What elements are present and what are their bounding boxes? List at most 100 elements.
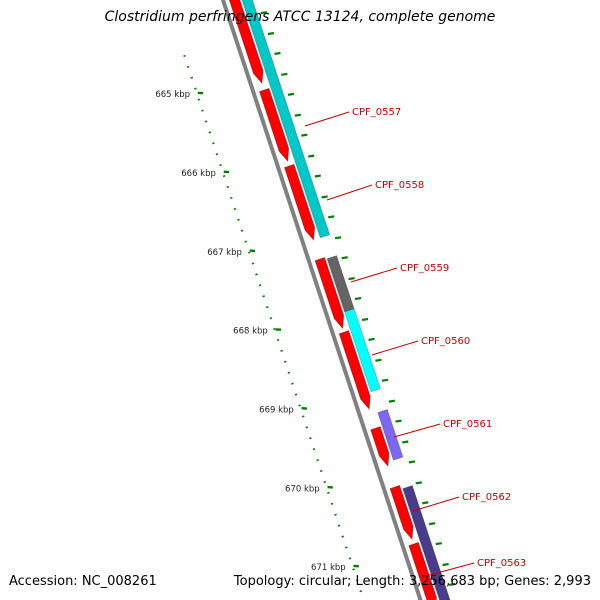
gene-band-cyan (241, 0, 331, 239)
ruler-dot (337, 524, 341, 527)
ruler-tick-label: 668 kbp (233, 327, 268, 337)
gene-leader-line (371, 340, 419, 356)
ruler-dot (215, 153, 219, 156)
ruler-dot (359, 590, 363, 593)
feature-marker (381, 378, 389, 382)
ruler-dot (348, 557, 352, 560)
ruler-dot (212, 142, 215, 145)
ruler-dot (273, 327, 276, 331)
cds-arrow (258, 87, 290, 163)
ruler-tick-label: 669 kbp (259, 406, 294, 416)
ruler-tick-label: 671 kbp (311, 563, 346, 573)
feature-marker (321, 195, 328, 199)
ruler-ticks: 665 kbp 666 kbp 667 kbp 668 kbp 669 kbp 670 k… (155, 90, 359, 573)
ruler-dot (269, 317, 273, 320)
ruler-dot (183, 54, 186, 58)
backbone-line (220, 0, 423, 600)
ruler-dot (355, 579, 359, 582)
ruler-dot (190, 76, 194, 79)
gene-label: CPF_0557 (352, 107, 401, 118)
ruler-dot (352, 568, 355, 571)
feature-marker (449, 582, 456, 587)
ruler-tick-label: 667 kbp (207, 248, 242, 258)
features (228, 0, 456, 600)
ruler-dot (201, 109, 204, 112)
accession-text: Accession: NC_008261 (9, 574, 157, 589)
ruler-dot (305, 426, 309, 429)
ruler-dot (237, 218, 240, 221)
ruler-dot (345, 546, 348, 549)
cds-arrow (370, 426, 390, 468)
feature-marker (368, 337, 375, 341)
feature-marker (294, 113, 301, 117)
ruler-dot (233, 207, 237, 210)
ruler-dot (323, 480, 327, 484)
ruler-dot (312, 448, 316, 451)
feature-marker (281, 72, 288, 76)
map-title: Clostridium perfringens ATCC 13124, comp… (104, 9, 496, 25)
ruler-tick-label: 670 kbp (285, 484, 320, 494)
gene-label: CPF_0562 (462, 492, 511, 503)
feature-marker (308, 154, 315, 158)
ruler-dot (197, 98, 201, 101)
ruler-dot (309, 437, 312, 440)
ruler-dot (327, 491, 330, 494)
feature-marker (395, 419, 402, 423)
gene-band-bright-cyan (344, 308, 381, 393)
ruler-tick-label: 665 kbp (155, 90, 190, 100)
feature-marker (341, 256, 348, 260)
ruler-dot (301, 415, 305, 418)
gene-label: CPF_0559 (400, 263, 449, 274)
feature-marker (287, 92, 295, 96)
cds-arrow (389, 484, 414, 541)
feature-marker (388, 399, 396, 403)
gene-labels: CPF_0557 CPF_0558 CPF_0559 CPF_0560 CPF_0561… (304, 107, 526, 577)
ruler-dot (230, 196, 233, 200)
ruler-dot (287, 371, 291, 374)
ruler-dot (283, 360, 287, 363)
gene-label: CPF_0561 (443, 419, 492, 430)
cds-arrow (338, 330, 371, 411)
ruler-dot (341, 535, 345, 538)
ruler-tick-label: 666 kbp (181, 169, 216, 179)
cds-arrow (408, 541, 437, 600)
ruler-dot (258, 284, 262, 287)
gene-band-purple (377, 408, 404, 461)
gene-leader-line (393, 423, 441, 438)
ruler-dot (280, 349, 283, 352)
feature-marker (402, 440, 409, 444)
gene-leader-line (326, 184, 373, 201)
ruler-dot (222, 174, 226, 178)
backbone (220, 0, 423, 600)
ruler-dots (183, 54, 363, 593)
ruler-dot (208, 131, 212, 134)
feature-marker (429, 522, 436, 526)
gene-label: CPF_0560 (421, 336, 470, 347)
ruler-dot (255, 273, 258, 276)
ruler-dot (219, 164, 222, 167)
gene-label: CPF_0563 (477, 558, 526, 569)
ruler-dot (276, 338, 280, 342)
ruler-dot (316, 459, 319, 462)
ruler-dot (298, 404, 301, 407)
gene-leader-line (350, 267, 398, 283)
ruler-dot (319, 469, 323, 473)
feature-marker (348, 277, 355, 281)
gene-leader-line (304, 111, 350, 127)
gene-band-dark-purple (402, 484, 451, 600)
feature-marker (442, 562, 449, 567)
feature-marker (328, 215, 335, 219)
ruler-dot (204, 120, 208, 123)
feature-marker (260, 11, 268, 15)
ruler-dot (294, 393, 298, 396)
cds-arrow (283, 163, 316, 241)
ruler-dot (247, 251, 251, 254)
feature-marker (301, 133, 308, 137)
ruler-dot (244, 240, 247, 243)
feature-marker (375, 358, 382, 362)
ruler-dot (186, 65, 190, 68)
feature-marker (422, 501, 429, 505)
feature-marker (334, 236, 342, 240)
ruler-dot (226, 185, 230, 189)
